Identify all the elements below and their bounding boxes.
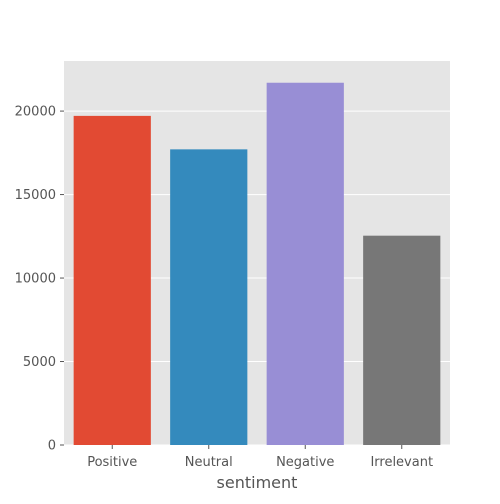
x-axis-label: sentiment bbox=[217, 473, 298, 492]
x-axis-ticks: Positive Neutral Negative Irrelevant bbox=[87, 445, 433, 470]
y-tick-label: 15000 bbox=[15, 188, 56, 203]
x-tick-label: Irrelevant bbox=[370, 455, 433, 470]
y-tick-label: 0 bbox=[48, 439, 56, 454]
y-tick-label: 5000 bbox=[23, 355, 56, 370]
y-tick-label: 20000 bbox=[15, 105, 56, 120]
x-tick-label: Positive bbox=[87, 455, 137, 470]
bars bbox=[73, 82, 441, 446]
bar-irrelevant bbox=[363, 235, 441, 445]
x-tick-label: Negative bbox=[276, 455, 334, 470]
bar-negative bbox=[266, 82, 344, 446]
x-tick-label: Neutral bbox=[185, 455, 233, 470]
bar-neutral bbox=[170, 149, 248, 445]
y-tick-label: 10000 bbox=[15, 272, 56, 287]
y-axis-ticks: 0 5000 10000 15000 20000 bbox=[15, 105, 64, 454]
bar-positive bbox=[73, 115, 151, 446]
